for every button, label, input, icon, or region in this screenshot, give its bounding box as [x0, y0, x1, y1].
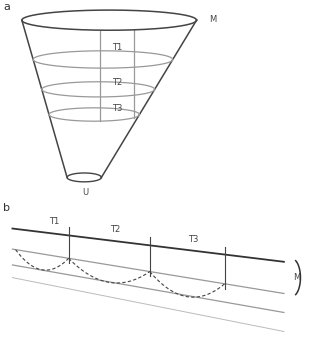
Text: T3: T3 — [188, 235, 199, 244]
Text: T2: T2 — [112, 78, 122, 87]
Text: T1: T1 — [50, 217, 60, 226]
Text: U: U — [83, 189, 89, 198]
Text: M: M — [209, 15, 216, 24]
Text: M: M — [293, 273, 300, 282]
Text: a: a — [3, 2, 10, 12]
Text: b: b — [3, 203, 10, 213]
Text: T2: T2 — [110, 225, 120, 234]
Text: T1: T1 — [112, 42, 122, 51]
Text: T3: T3 — [112, 104, 122, 113]
